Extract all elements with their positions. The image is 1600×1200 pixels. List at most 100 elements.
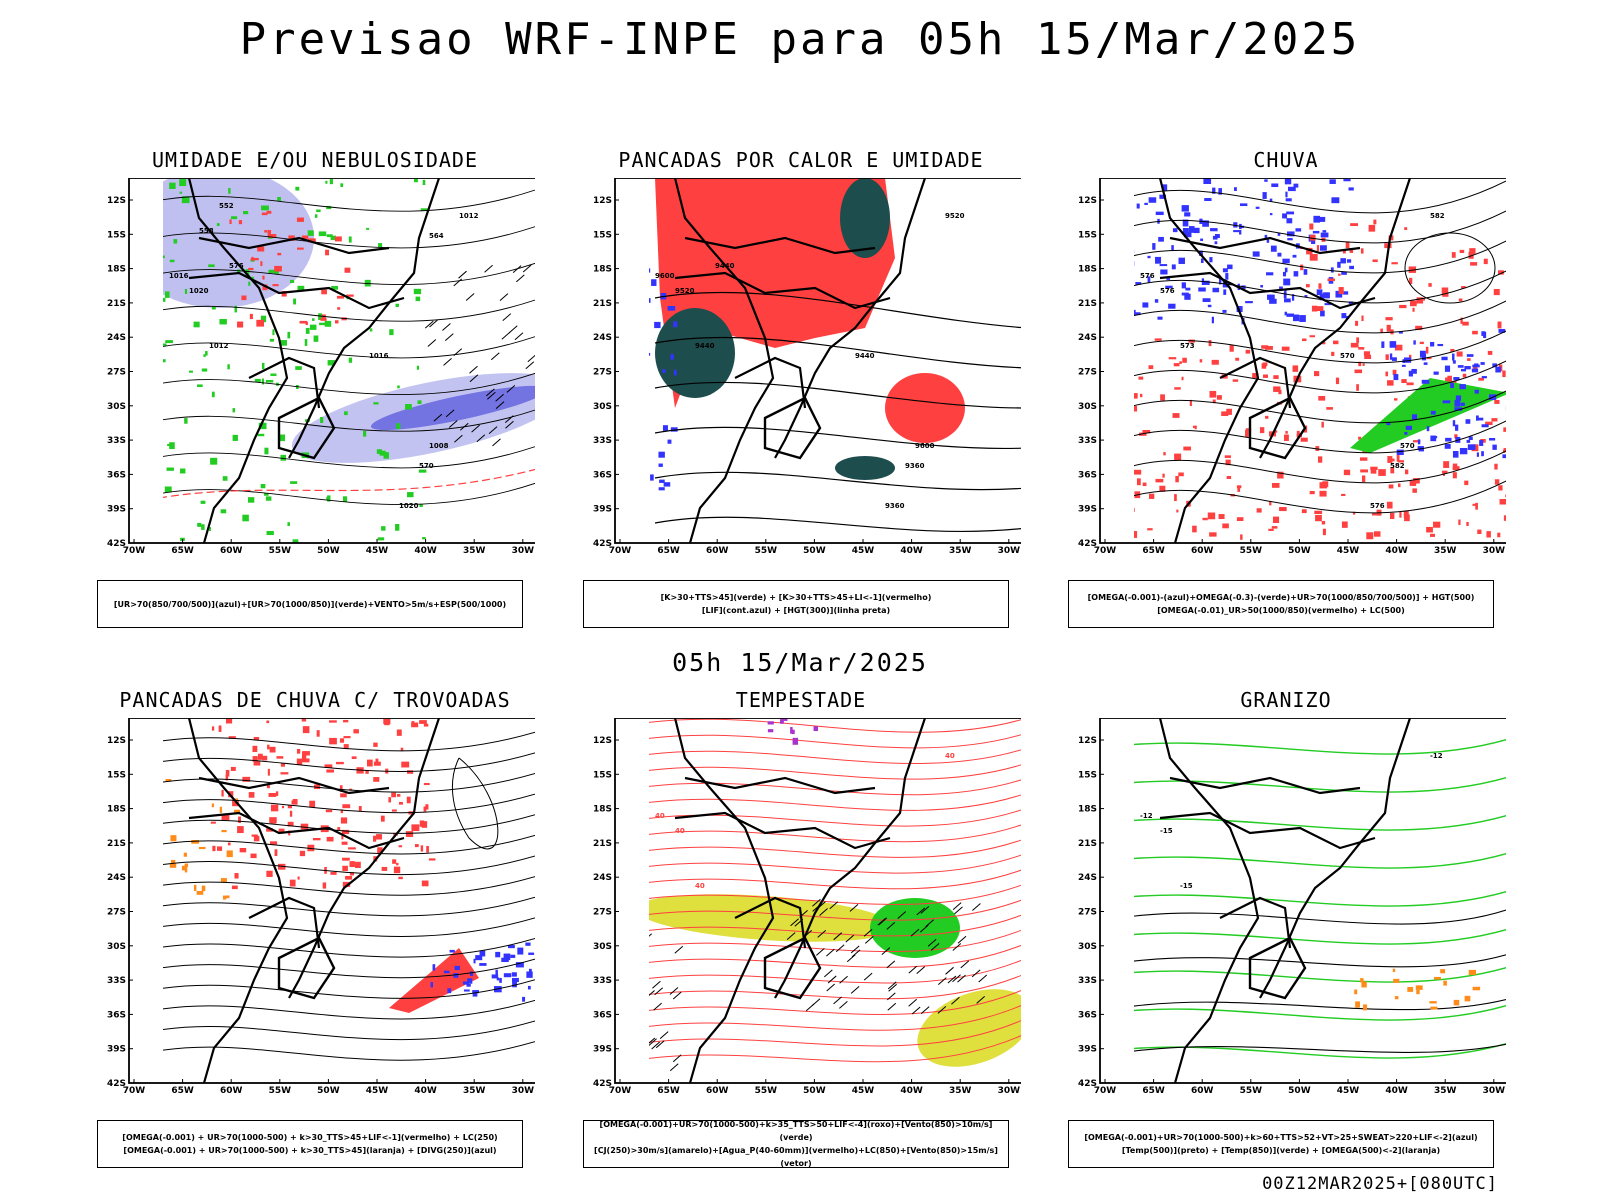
field-speck <box>230 766 236 771</box>
field-speck <box>269 338 275 342</box>
field-speck <box>248 281 251 286</box>
wind-vector <box>631 983 639 990</box>
field-speck <box>407 492 414 498</box>
field-speck <box>658 487 665 491</box>
contour-line <box>649 1004 1021 1031</box>
field-speck <box>373 402 379 405</box>
field-speck <box>654 321 661 329</box>
wind-vector <box>887 1002 897 1011</box>
field-speck <box>1134 507 1135 513</box>
field-speck <box>158 850 162 856</box>
lat-tick-label: 33S <box>593 976 612 986</box>
field-speck <box>1218 514 1225 520</box>
legend-line: [CJ(250)>30m/s](amarelo)+[Agua_P(40-60mm… <box>594 1146 998 1168</box>
field-speck <box>252 756 258 762</box>
field-speck <box>1478 377 1484 381</box>
field-speck <box>472 990 479 994</box>
field-speck <box>1338 273 1341 276</box>
field-speck <box>1494 479 1500 485</box>
field-shading <box>917 989 1021 1067</box>
field-speck <box>1358 436 1362 440</box>
lon-tick-label: 60W <box>220 546 243 556</box>
contour-label: 576 <box>1370 502 1385 510</box>
field-speck <box>1184 293 1191 300</box>
lat-tick-label: 27S <box>107 908 126 918</box>
field-speck <box>1212 287 1220 293</box>
field-speck <box>221 814 230 821</box>
field-speck <box>1168 357 1177 360</box>
field-speck <box>658 463 663 467</box>
field-speck <box>340 809 343 814</box>
field-speck <box>1309 223 1314 230</box>
field-speck <box>1138 432 1147 436</box>
field-speck <box>341 841 348 845</box>
field-speck <box>343 719 349 723</box>
field-speck <box>266 783 270 789</box>
contour-label: -15 <box>1160 827 1173 835</box>
field-shading <box>649 894 895 942</box>
field-speck <box>1343 179 1351 182</box>
field-speck <box>1283 291 1287 299</box>
field-speck <box>275 791 279 796</box>
wind-vector <box>845 934 855 943</box>
field-speck <box>1458 298 1463 302</box>
field-speck <box>173 239 178 244</box>
contour-line <box>1134 928 1506 945</box>
field-speck <box>288 235 295 241</box>
field-speck <box>1430 341 1435 347</box>
field-speck <box>767 721 774 725</box>
wind-vector <box>863 928 873 937</box>
field-speck <box>1441 470 1448 474</box>
field-speck <box>266 828 273 832</box>
field-speck <box>1466 439 1471 443</box>
field-speck <box>1492 444 1497 450</box>
field-speck <box>392 859 397 864</box>
field-speck <box>1134 393 1138 399</box>
field-speck <box>139 964 146 970</box>
field-speck <box>1121 503 1124 507</box>
field-shading <box>835 456 895 480</box>
wind-vector <box>525 361 535 370</box>
field-speck <box>325 249 329 256</box>
field-speck <box>1483 258 1488 265</box>
field-speck <box>291 800 297 805</box>
field-speck <box>1337 261 1341 268</box>
contour-line <box>1134 180 1506 214</box>
field-speck <box>1140 393 1143 398</box>
field-speck <box>1469 248 1476 255</box>
forecast-time-label: 05h 15/Mar/2025 <box>672 648 928 677</box>
field-speck <box>1494 399 1500 404</box>
field-speck <box>396 729 402 736</box>
wind-vector <box>522 264 532 273</box>
field-speck <box>1266 239 1270 243</box>
field-speck <box>1245 301 1253 304</box>
field-speck <box>1355 320 1359 326</box>
field-speck <box>667 439 672 444</box>
field-speck <box>1284 267 1288 273</box>
field-speck <box>413 178 418 183</box>
field-speck <box>1202 220 1209 227</box>
contour-line <box>163 1020 535 1040</box>
field-speck <box>373 835 377 842</box>
field-speck <box>1341 521 1348 528</box>
field-speck <box>396 423 401 429</box>
field-speck <box>373 777 380 782</box>
map-boundary <box>674 271 891 310</box>
field-speck <box>1245 349 1251 354</box>
field-speck <box>1171 264 1176 270</box>
field-speck <box>219 318 227 325</box>
map-boundary <box>673 178 775 543</box>
field-speck <box>1284 288 1287 294</box>
field-speck <box>1287 238 1293 241</box>
field-speck <box>1447 375 1452 383</box>
field-speck <box>135 291 141 293</box>
field-speck <box>1107 353 1113 358</box>
field-speck <box>138 1005 140 1010</box>
field-speck <box>1313 215 1321 223</box>
field-speck <box>250 853 257 859</box>
field-speck <box>1399 511 1402 518</box>
lon-tick-label: 40W <box>414 546 437 556</box>
field-speck <box>341 833 344 840</box>
field-speck <box>225 895 230 899</box>
lat-tick-label: 12S <box>1078 196 1097 206</box>
